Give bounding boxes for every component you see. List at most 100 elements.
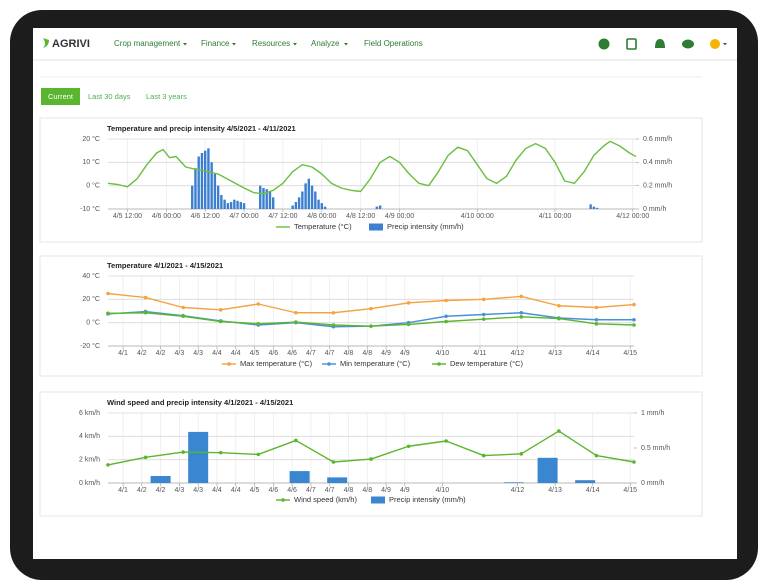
legend-label: Dew temperature (°C) [450,359,524,368]
bar [327,477,348,483]
marker [444,319,448,324]
y-tick-label: 2 km/h [79,457,100,464]
bar [242,203,246,209]
x-tick-label: 4/12 [511,350,525,357]
panel [39,255,703,377]
bar [310,185,314,209]
bar [203,150,207,209]
bar [188,431,209,483]
marker [519,315,524,319]
marker [406,444,411,449]
menu-item[interactable]: Analyze [311,39,340,48]
y2-tick-label: 0.6 mm/h [643,136,672,143]
marker [481,317,486,321]
marker [331,460,336,464]
user-icon[interactable] [710,39,720,49]
legend-label: Precip intensity (mm/h) [389,495,466,504]
chart-title: Wind speed and precip intensity 4/1/2021… [107,398,293,407]
bar [223,199,226,209]
x-tick-label: 4/9 [381,350,391,357]
chat-icon[interactable] [682,39,694,49]
tab[interactable]: Last 3 years [146,92,187,101]
x-tick-label: 4/9 00:00 [385,213,414,220]
bar [236,200,239,209]
bar [575,480,596,483]
x-tick-label: 4/12 [511,487,525,494]
y-tick-label: 0 °C [86,319,100,327]
marker [143,310,148,315]
x-tick-label: 4/2 [137,487,147,494]
marker [481,453,486,458]
nav-bar: AGRIVI Crop management Finance Resources… [33,38,737,61]
menu-item[interactable]: Crop management [114,39,181,48]
y2-tick-label: 0.2 mm/h [643,183,672,190]
x-tick-label: 4/3 [193,487,203,494]
bar [272,197,275,209]
bar [191,185,194,209]
bar [291,205,294,209]
x-tick-label: 4/13 [548,350,562,357]
x-tick-label: 4/7 [306,487,316,494]
marker [481,312,486,317]
bar [307,178,311,209]
x-tick-label: 4/1 [118,350,128,357]
marker [594,305,599,310]
legend-marker [281,498,285,502]
bar [213,174,217,209]
bar [210,162,213,209]
legend-marker [227,362,231,366]
bar [216,185,220,209]
x-tick-label: 4/6 12:00 [191,213,220,220]
chart: Temperature 4/1/2021 - 4/15/2021 4/1 4/2 4/… [80,261,637,368]
x-tick-label: 4/9 [381,487,391,494]
menu-item[interactable]: Finance [201,39,230,48]
bar [150,476,171,483]
bar [265,189,268,209]
x-tick-label: 4/8 [362,350,372,357]
tab[interactable]: Current [48,92,74,101]
y-tick-label: 20 °C [82,135,100,143]
marker [632,460,636,464]
x-tick-label: 4/13 [548,487,562,494]
bell-icon[interactable] [655,39,665,48]
bar [239,202,243,209]
x-tick-label: 4/15 [623,487,637,494]
y-tick-label: 4 km/h [79,433,100,440]
x-tick-label: 4/6 [268,487,278,494]
y-tick-label: -10 °C [80,205,100,213]
bar [314,191,317,209]
marker [331,323,336,327]
y-tick-label: 10 °C [82,158,100,166]
x-tick-label: 4/2 [156,487,166,494]
marker [369,457,373,461]
screen [33,28,737,559]
help-icon[interactable] [598,38,610,50]
marker [218,308,223,312]
x-tick-label: 4/14 [586,487,600,494]
x-tick-label: 4/9 [400,350,410,357]
tab[interactable]: Last 30 days [88,92,131,101]
legend-label: Temperature (°C) [294,222,352,231]
x-tick-label: 4/5 [250,487,260,494]
marker [519,452,524,456]
marker [557,303,561,308]
marker [106,291,110,296]
menu-item[interactable]: Resources [252,39,290,48]
bar [268,191,272,209]
x-tick-label: 4/12 00:00 [616,213,649,220]
tab-active[interactable] [41,88,80,105]
marker [256,452,261,457]
marker [106,463,110,467]
y2-tick-label: 1 mm/h [641,410,664,417]
x-tick-label: 4/6 00:00 [152,213,181,220]
bar [297,197,301,209]
marker [143,295,148,300]
caret [232,43,236,46]
menu-item[interactable]: Field Operations [364,39,423,48]
marker [444,314,448,319]
calendar-icon[interactable] [626,38,637,50]
bar [226,203,230,209]
marker [594,322,599,326]
x-tick-label: 4/4 [212,350,222,357]
x-tick-label: 4/4 [231,350,241,357]
